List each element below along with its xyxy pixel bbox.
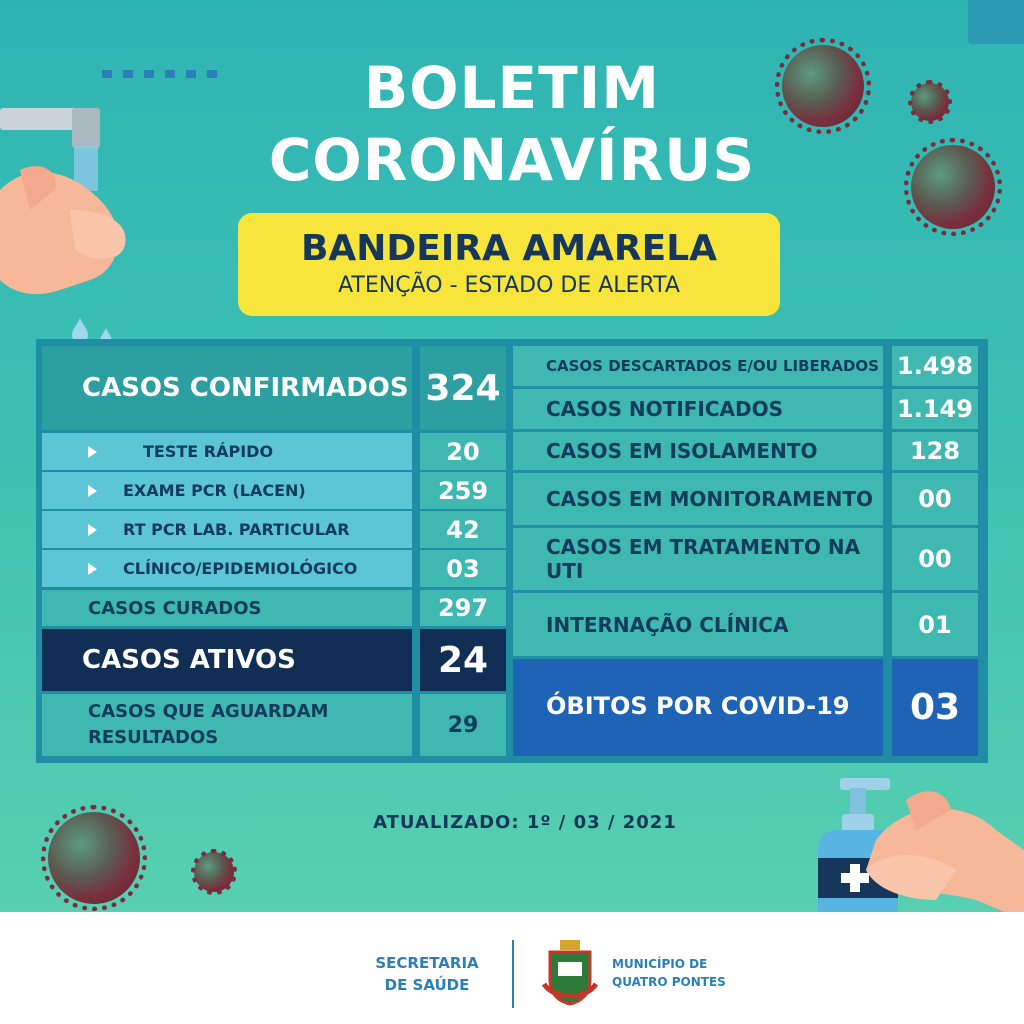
notified-cases-value: 1.149 (892, 389, 978, 429)
title-line-1: BOLETIM (364, 54, 660, 122)
confirmed-cases-value: 324 (420, 346, 506, 430)
icu-cases-value: 00 (892, 528, 978, 590)
municipality-line-2: QUATRO PONTES (612, 975, 726, 989)
flag-label: BANDEIRA AMARELA (300, 228, 718, 269)
secretariat-line-2: DE SAÚDE (384, 976, 470, 994)
arrow-icon (88, 484, 97, 497)
dots-decoration (102, 70, 217, 78)
breakdown-label: RT PCR LAB. PARTICULAR (123, 520, 350, 539)
arrow-icon (88, 562, 97, 575)
breakdown-value: 42 (420, 511, 506, 548)
breakdown-rapid-test: TESTE RÁPIDO (42, 433, 412, 470)
awaiting-results-value: 29 (420, 694, 506, 756)
breakdown-pcr-lacen: EXAME PCR (LACEN) (42, 472, 412, 509)
breakdown-clinical: CLÍNICO/EPIDEMIOLÓGICO (42, 550, 412, 587)
health-secretariat: SECRETARIA DE SAÚDE (370, 952, 484, 996)
cured-cases-label: CASOS CURADOS (42, 590, 412, 626)
breakdown-label: CLÍNICO/EPIDEMIOLÓGICO (123, 559, 358, 578)
municipality: MUNICÍPIO DE QUATRO PONTES (612, 955, 726, 991)
monitoring-cases-value: 00 (892, 473, 978, 525)
cured-cases-value: 297 (420, 590, 506, 626)
breakdown-label: TESTE RÁPIDO (143, 442, 274, 461)
monitoring-cases-label: CASOS EM MONITORAMENTO (513, 473, 883, 525)
awaiting-line-2: RESULTADOS (88, 727, 219, 748)
virus-icon (190, 848, 238, 896)
crest-icon (541, 940, 599, 1006)
discarded-cases-label: CASOS DESCARTADOS E/OU LIBERADOS (513, 346, 883, 386)
active-cases-value: 24 (420, 629, 506, 691)
municipality-line-1: MUNICÍPIO DE (612, 957, 708, 971)
clinical-hospitalization-label: INTERNAÇÃO CLÍNICA (513, 593, 883, 656)
notified-cases-label: CASOS NOTIFICADOS (513, 389, 883, 429)
isolation-cases-value: 128 (892, 432, 978, 470)
discarded-cases-value: 1.498 (892, 346, 978, 386)
isolation-cases-label: CASOS EM ISOLAMENTO (513, 432, 883, 470)
updated-label: ATUALIZADO: (373, 812, 520, 833)
corner-decoration (968, 0, 1024, 44)
awaiting-line-1: CASOS QUE AGUARDAM (88, 701, 329, 722)
virus-icon (40, 804, 148, 912)
confirmed-cases-label: CASOS CONFIRMADOS (42, 346, 412, 430)
hands-icon (0, 166, 126, 295)
hands-icon (866, 791, 1024, 920)
flag-banner: BANDEIRA AMARELA ATENÇÃO - ESTADO DE ALE… (238, 213, 780, 316)
breakdown-value: 20 (420, 433, 506, 470)
virus-icon (907, 79, 953, 125)
secretariat-line-1: SECRETARIA (375, 954, 479, 972)
breakdown-rt-pcr-private: RT PCR LAB. PARTICULAR (42, 511, 412, 548)
icu-cases-label: CASOS EM TRATAMENTO NA UTI (513, 528, 883, 590)
breakdown-value: 03 (420, 550, 506, 587)
arrow-icon (88, 445, 97, 458)
virus-icon (775, 38, 871, 134)
updated-value: 1º / 03 / 2021 (526, 812, 677, 833)
deaths-value: 03 (892, 659, 978, 756)
faucet-icon (0, 108, 100, 191)
breakdown-value: 259 (420, 472, 506, 509)
deaths-label: ÓBITOS POR COVID-19 (513, 659, 883, 756)
footer-divider (512, 940, 514, 1008)
virus-icon (904, 138, 1002, 236)
active-cases-label: CASOS ATIVOS (42, 629, 412, 691)
title-line-2: CORONAVÍRUS (268, 126, 756, 194)
clinical-hospitalization-value: 01 (892, 593, 978, 656)
awaiting-results-label: CASOS QUE AGUARDAM RESULTADOS (42, 694, 412, 756)
alert-status: ATENÇÃO - ESTADO DE ALERTA (338, 273, 680, 298)
arrow-icon (88, 523, 97, 536)
breakdown-label: EXAME PCR (LACEN) (123, 481, 306, 500)
updated-date: ATUALIZADO: 1º / 03 / 2021 (0, 812, 1024, 833)
